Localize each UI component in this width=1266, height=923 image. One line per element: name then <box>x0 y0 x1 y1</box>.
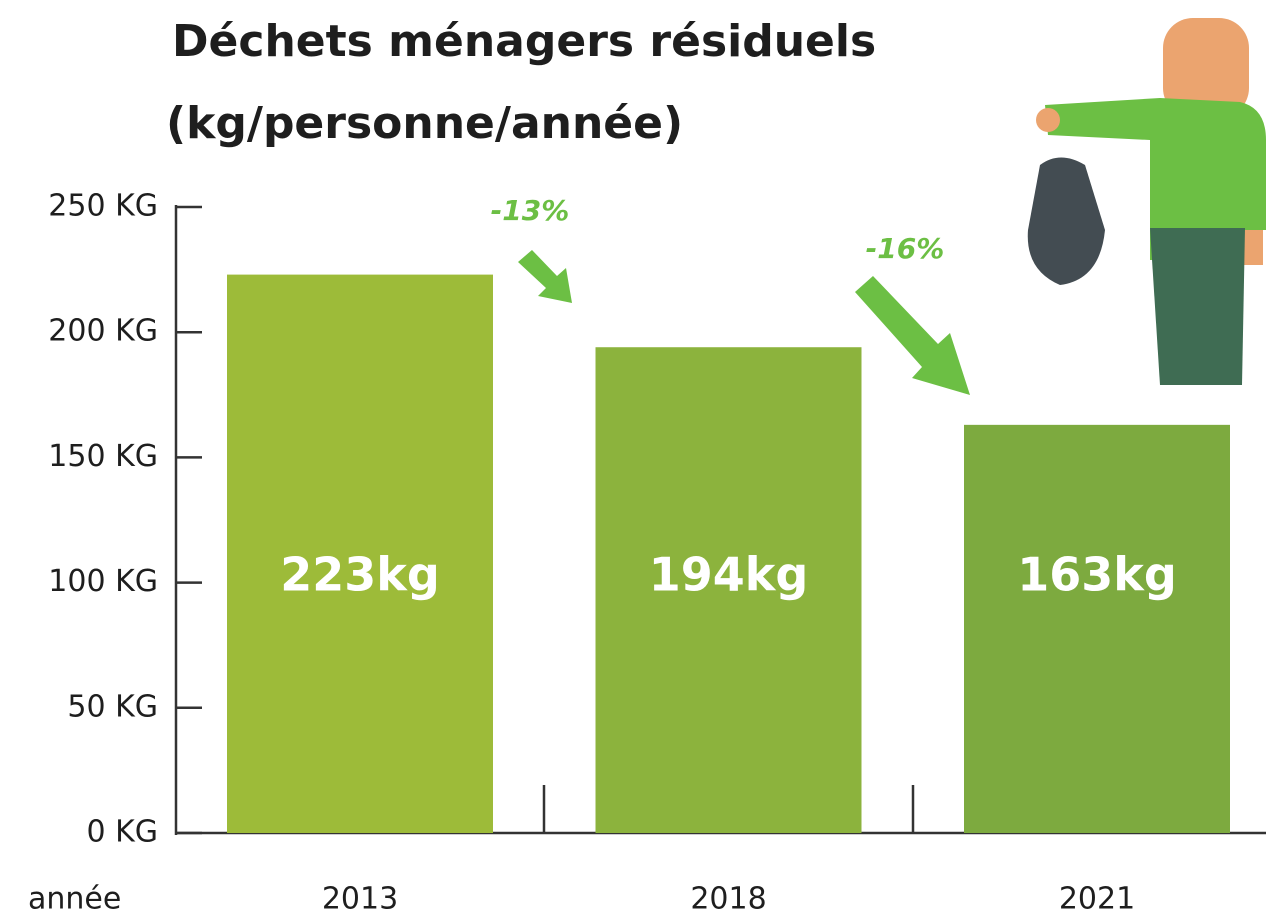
x-tick-label: 2013 <box>322 882 398 917</box>
bar <box>595 347 862 833</box>
chart-title: Déchets ménagers résiduels <box>172 16 876 67</box>
bar <box>227 274 493 833</box>
y-tick-label: 250 KG <box>48 189 158 224</box>
value-label: 163kg <box>1017 548 1177 602</box>
y-tick-label: 200 KG <box>48 314 158 349</box>
arrow <box>518 250 970 395</box>
y-tick-label: 100 KG <box>48 564 158 599</box>
y-tick-label: 50 KG <box>67 689 158 724</box>
value-label: 194kg <box>649 548 809 602</box>
annotation: -13% <box>491 194 570 227</box>
x-tick-label: 2021 <box>1059 882 1135 917</box>
x-axis-label: année <box>28 882 121 917</box>
y-tick-label: 0 KG <box>86 815 158 850</box>
y-tick-label: 150 KG <box>48 439 158 474</box>
annotation: -16% <box>866 232 945 265</box>
bar <box>964 424 1230 833</box>
chart-subtitle: (kg/personne/année) <box>166 98 683 149</box>
person-illustration <box>1027 18 1266 385</box>
value-label: 223kg <box>280 548 440 602</box>
x-tick-label: 2018 <box>690 882 766 917</box>
